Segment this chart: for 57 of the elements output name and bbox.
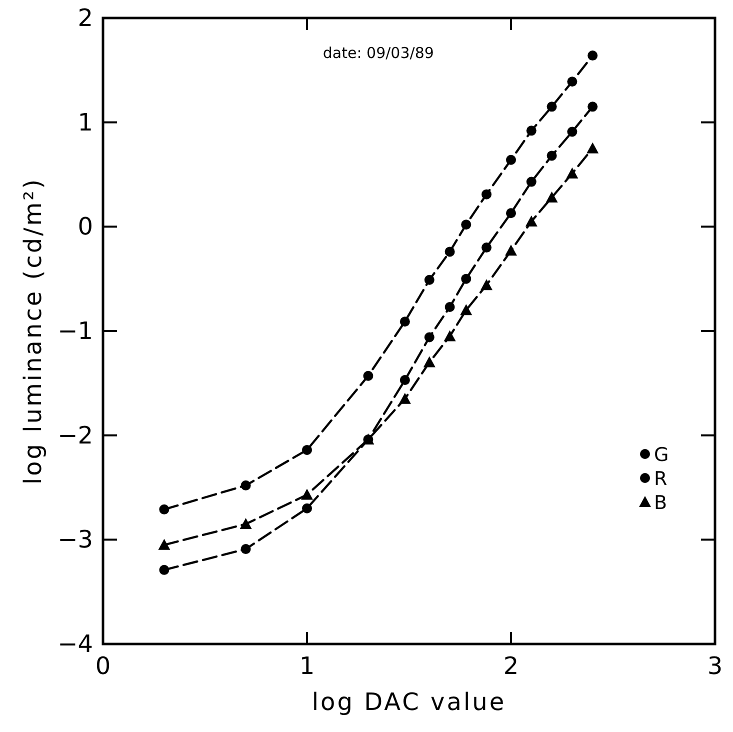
point [505, 244, 517, 256]
y-tick-label: 1 [78, 108, 93, 136]
point [526, 126, 536, 136]
point [546, 191, 558, 202]
point [586, 142, 599, 154]
point [159, 504, 170, 514]
point [424, 274, 434, 285]
point [398, 392, 411, 404]
legend-label: B [654, 492, 668, 514]
point [301, 488, 313, 500]
x-tick-label: 3 [707, 652, 723, 680]
point [588, 50, 598, 61]
x-tick-label: 2 [503, 652, 519, 680]
point [302, 444, 312, 455]
point [444, 302, 455, 312]
point [159, 564, 170, 575]
point [461, 274, 472, 284]
y-tick-label: −1 [58, 317, 93, 345]
point [525, 215, 538, 226]
legend-label: G [654, 444, 669, 466]
y-tick-label: −2 [58, 421, 93, 450]
x-tick-label: 1 [299, 652, 315, 680]
y-tick-label: 2 [78, 4, 93, 32]
point [546, 102, 557, 112]
y-tick-label: −4 [58, 630, 93, 658]
point [400, 316, 410, 327]
point [444, 330, 456, 342]
y-tick-label: −3 [58, 526, 93, 554]
point [424, 332, 434, 342]
point [158, 538, 170, 550]
point [588, 102, 598, 112]
x-tick-label: 0 [95, 652, 111, 680]
point [506, 208, 516, 218]
point [240, 518, 252, 530]
point [546, 150, 557, 161]
point [423, 356, 436, 368]
point [482, 242, 492, 253]
point [400, 375, 410, 386]
point [363, 370, 374, 381]
point [482, 189, 492, 200]
point [480, 279, 493, 290]
point [240, 544, 251, 554]
point [461, 220, 472, 230]
y-tick-label: 0 [78, 212, 93, 241]
y-axis-title: log luminance (cd/m²) [19, 177, 47, 485]
point [444, 246, 455, 257]
annotation: date: 09/03/89 [322, 44, 434, 62]
point [567, 126, 578, 137]
point [240, 480, 251, 490]
point [302, 503, 312, 514]
point [506, 154, 516, 165]
x-axis-title: log DAC value [312, 688, 506, 716]
point [526, 176, 536, 187]
point [460, 304, 472, 316]
point [567, 76, 578, 87]
point [566, 167, 578, 178]
legend-label: R [654, 468, 668, 490]
